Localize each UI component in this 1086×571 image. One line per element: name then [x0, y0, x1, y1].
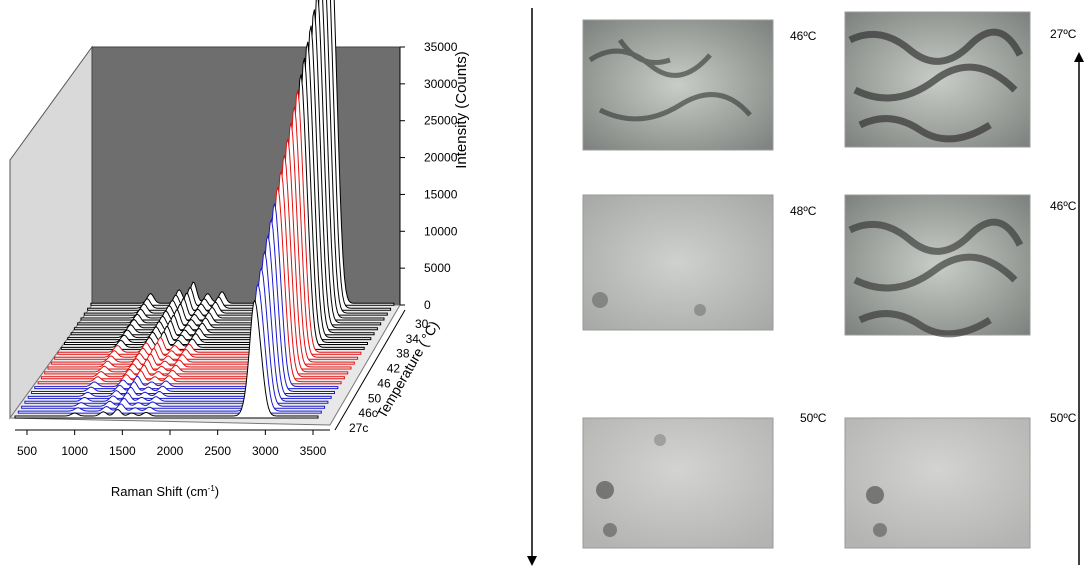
image-label: 27ºC [1050, 27, 1077, 41]
image-label: 50ºC [800, 411, 827, 425]
x-tick-label: 3000 [252, 444, 279, 458]
image [582, 194, 774, 331]
texture [848, 218, 1024, 338]
x-tick-label: 1000 [61, 444, 88, 458]
z-tick-label: 46c [358, 406, 377, 420]
x-label-end: ) [215, 484, 219, 499]
arrow-head [527, 556, 537, 566]
texture [654, 434, 666, 446]
x-tick-label: 1500 [109, 444, 136, 458]
ticks: 35000 30000 25000 20000 15000 10000 5000 0 500 10… [17, 40, 458, 458]
texture [694, 304, 706, 316]
y-tick-label: 25000 [424, 114, 458, 128]
micrograph: 50ºC [582, 411, 827, 549]
x-label-text: Raman Shift (cm [111, 484, 208, 499]
texture [866, 486, 884, 504]
z-axis [334, 309, 406, 431]
y-tick-label: 5000 [424, 261, 451, 275]
y-tick-label: 20000 [424, 151, 458, 165]
micrograph: 46ºC [844, 194, 1077, 338]
back-wall [91, 46, 401, 306]
image-label: 50ºC [1050, 411, 1077, 425]
image-label: 46ºC [790, 29, 817, 43]
z-tick-label: 27c [349, 421, 368, 435]
texture [588, 38, 752, 122]
y-tick-label: 0 [424, 298, 431, 312]
y-tick-label: 10000 [424, 224, 458, 238]
y-tick-label: 15000 [424, 187, 458, 201]
arrow-head [1074, 52, 1084, 62]
z-tick-label: 46 [377, 376, 391, 390]
micrograph: 50ºC [844, 411, 1077, 549]
micrograph: 48ºC [582, 194, 817, 331]
y-tick-label: 30000 [424, 77, 458, 91]
spectrum [14, 298, 319, 419]
y-axis-label: Intensity (Counts) [453, 51, 470, 169]
texture [603, 523, 617, 537]
x-tick-label: 3500 [300, 444, 327, 458]
x-tick-label: 2500 [204, 444, 231, 458]
z-tick-label: 38 [396, 347, 410, 361]
x-tick-label: 2000 [157, 444, 184, 458]
image [582, 19, 774, 151]
image-label: 48ºC [790, 204, 817, 218]
z-tick-label: 50 [368, 391, 382, 405]
micrograph: 27ºC [844, 11, 1077, 148]
z-tick-label: 34 [406, 332, 420, 346]
texture [596, 481, 614, 499]
x-tick-label: 500 [17, 444, 37, 458]
x-axis-label: Raman Shift (cm-1) [111, 484, 219, 499]
z-tick-label: 30 [415, 317, 429, 331]
image-label: 46ºC [1050, 199, 1077, 213]
z-tick-label: 42 [387, 362, 401, 376]
texture [848, 28, 1024, 143]
texture [592, 292, 608, 308]
image [844, 417, 1031, 549]
texture [873, 523, 887, 537]
spectra [14, 0, 395, 419]
y-tick-label: 35000 [424, 40, 458, 54]
micrograph: 46ºC [582, 19, 817, 151]
x-label-sup: -1 [208, 484, 216, 493]
